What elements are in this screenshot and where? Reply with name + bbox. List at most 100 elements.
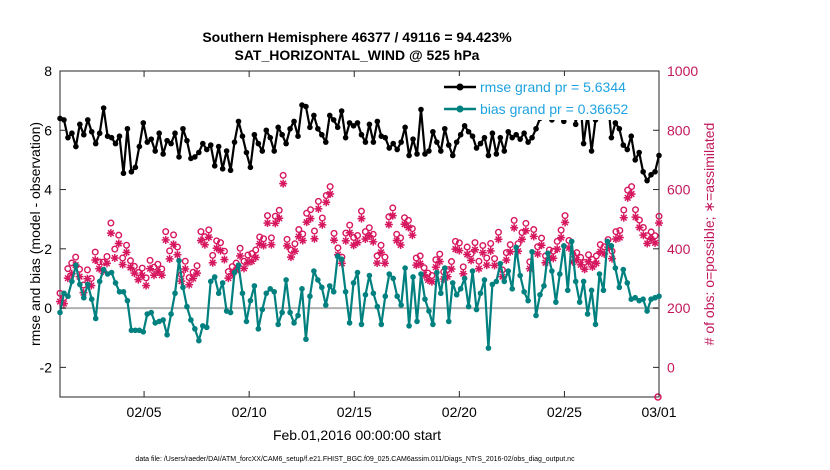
obs-assimilated-marker <box>384 220 393 229</box>
rmse-point <box>398 139 404 145</box>
bias-point <box>604 238 611 245</box>
x-tick-label: 02/20 <box>442 404 477 420</box>
bias-point <box>557 271 563 277</box>
obs-possible-marker <box>209 251 217 259</box>
obs-possible-marker <box>479 242 487 250</box>
rmse-point <box>438 148 444 154</box>
bias-point <box>592 321 599 328</box>
obs-assimilated-marker <box>455 246 464 255</box>
rmse-point <box>160 151 166 157</box>
rmse-point <box>628 133 635 139</box>
obs-assimilated-marker <box>165 254 174 263</box>
obs-possible-marker <box>510 216 518 224</box>
legend-marker-bias <box>456 105 464 113</box>
obs-possible-marker <box>655 212 663 220</box>
bias-point <box>481 277 488 283</box>
rmse-point <box>445 142 452 148</box>
bias-point <box>445 318 452 325</box>
rmse-point <box>362 139 369 145</box>
obs-possible-marker <box>260 235 268 243</box>
y-left-tick-label: 0 <box>44 300 52 316</box>
obs-possible-marker <box>318 214 326 222</box>
y-right-tick-label: 1000 <box>667 63 698 79</box>
bias-point <box>596 271 603 277</box>
bias-point <box>57 309 63 316</box>
bias-point <box>426 308 432 314</box>
obs-assimilated-marker <box>396 240 405 249</box>
bias-point <box>164 331 170 338</box>
bias-point <box>521 288 527 295</box>
rmse-point <box>612 120 619 126</box>
obs-possible-marker <box>612 228 620 236</box>
obs-assimilated-marker <box>584 257 593 266</box>
obs-assimilated-marker <box>236 251 245 260</box>
bias-point <box>231 269 238 276</box>
obs-assimilated-marker <box>271 219 280 228</box>
obs-assimilated-marker <box>138 271 147 280</box>
bias-point <box>203 324 210 331</box>
obs-assimilated-marker <box>185 280 194 289</box>
bias-point <box>271 288 278 295</box>
obs-possible-marker <box>314 197 322 205</box>
obs-count-layer <box>56 171 663 401</box>
bias-point <box>354 269 361 276</box>
rmse-point <box>271 148 278 154</box>
rmse-point <box>517 136 523 142</box>
bias-point <box>394 293 400 300</box>
obs-assimilated-marker <box>189 274 198 283</box>
bias-point <box>560 243 567 249</box>
bias-point <box>192 326 198 332</box>
bias-point <box>549 268 555 274</box>
bias-point <box>378 321 385 328</box>
rmse-point <box>386 145 393 151</box>
rmse-point <box>485 152 492 159</box>
rmse-point <box>469 133 476 139</box>
bias-point <box>608 243 615 249</box>
rmse-point <box>620 142 627 148</box>
bias-point <box>564 287 571 294</box>
rmse-point <box>128 168 135 175</box>
rmse-point <box>588 148 595 154</box>
obs-assimilated-marker <box>506 247 515 256</box>
rmse-point <box>465 128 472 135</box>
y-left-tick-label: 8 <box>44 63 52 79</box>
bias-point <box>283 277 289 283</box>
obs-outlier-marker <box>654 393 662 401</box>
obs-assimilated-marker <box>615 233 624 242</box>
rmse-point <box>144 139 151 145</box>
bias-point <box>568 238 575 245</box>
rmse-point <box>418 106 424 113</box>
rmse-point <box>120 170 127 177</box>
bias-point <box>160 317 166 323</box>
rmse-point <box>513 131 519 138</box>
bias-point <box>541 283 547 289</box>
rmse-point <box>84 117 91 123</box>
bias-point <box>465 303 472 310</box>
bias-point <box>572 278 579 285</box>
obs-possible-marker <box>126 257 134 265</box>
bias-point <box>382 293 389 300</box>
bias-point <box>108 269 115 276</box>
obs-possible-marker <box>471 239 479 247</box>
bias-point <box>227 309 234 316</box>
obs-assimilated-marker <box>161 235 170 244</box>
obs-possible-marker <box>357 207 365 215</box>
obs-assimilated-marker <box>318 220 327 229</box>
bias-point <box>390 275 397 282</box>
bias-point <box>176 257 182 264</box>
bias-point <box>501 278 508 285</box>
obs-possible-marker <box>107 219 115 227</box>
rmse-point <box>172 130 178 137</box>
obs-possible-marker <box>197 228 205 236</box>
obs-assimilated-marker <box>283 241 292 250</box>
obs-assimilated-marker <box>494 235 503 244</box>
obs-possible-marker <box>455 239 463 247</box>
y-left-tick-label: 2 <box>44 241 52 257</box>
obs-possible-marker <box>330 229 338 237</box>
rmse-point <box>319 131 325 138</box>
obs-assimilated-marker <box>357 214 366 223</box>
obs-possible-marker <box>620 206 628 214</box>
bias-point <box>422 296 428 303</box>
bias-point <box>84 281 91 288</box>
bias-point <box>370 290 377 297</box>
